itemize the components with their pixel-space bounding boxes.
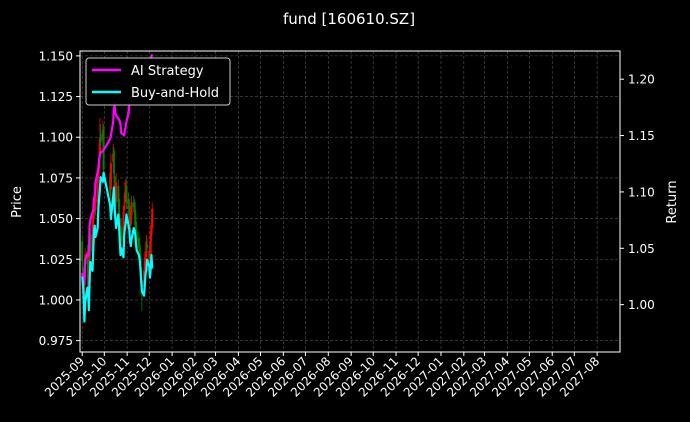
y-right-tick-label: 1.10	[628, 185, 655, 199]
candle-body	[134, 221, 137, 235]
legend: AI Strategy Buy-and-Hold	[85, 57, 231, 106]
candle-body	[145, 241, 148, 258]
candle-body	[120, 226, 123, 242]
candle-body	[113, 176, 116, 187]
candle-body	[122, 212, 125, 239]
candle-body	[143, 257, 146, 274]
candle-body	[89, 234, 92, 252]
candle-body	[115, 182, 118, 203]
candle-body	[149, 231, 152, 255]
y-left-tick-label: 1.025	[39, 253, 73, 267]
chart-title: fund [160610.SZ]	[283, 10, 415, 28]
y-left-tick-label: 1.000	[39, 293, 73, 307]
y-axis-right: 1.00 1.05 1.10 1.15 1.20	[620, 73, 655, 312]
candle-body	[132, 202, 135, 208]
y-left-tick-label: 0.975	[39, 334, 73, 348]
candle-body	[128, 205, 131, 222]
candle-body	[81, 241, 84, 261]
y-left-tick-label: 1.100	[39, 131, 73, 145]
candle-body	[133, 205, 136, 213]
buy-and-hold-line	[81, 171, 154, 323]
candle-body	[99, 133, 102, 143]
candle-body	[125, 186, 128, 203]
candle-body	[112, 150, 115, 174]
candle-body	[151, 208, 154, 229]
candle-body	[94, 199, 97, 211]
candle-body	[146, 244, 149, 248]
plot-frame	[79, 50, 621, 353]
candle-body	[135, 231, 138, 242]
candle-body	[123, 205, 126, 211]
y-left-tick-label: 1.150	[39, 49, 73, 63]
y-right-tick-label: 1.05	[628, 242, 655, 256]
legend-label-buy-and-hold: Buy-and-Hold	[131, 86, 219, 101]
candle-body	[91, 225, 94, 255]
y-right-tick-label: 1.00	[628, 298, 655, 312]
y-right-tick-label: 1.15	[628, 129, 655, 143]
candle-body	[130, 202, 133, 216]
candle-body	[137, 238, 140, 248]
y-axis-left: 0.975 1.000 1.025 1.050 1.075 1.100 1.125 1.150	[39, 49, 80, 348]
candle-body	[150, 225, 153, 235]
candle-body	[117, 186, 120, 203]
candle-body	[143, 270, 146, 287]
candle-body	[109, 163, 112, 190]
y-left-tick-label: 1.125	[39, 90, 73, 104]
candle-body	[144, 260, 147, 262]
candle-body	[123, 192, 126, 203]
candle-body	[134, 210, 137, 226]
legend-label-ai-strategy: AI Strategy	[131, 64, 204, 79]
y-left-tick-label: 1.050	[39, 212, 73, 226]
candle-body	[97, 169, 100, 178]
candle-body	[98, 137, 101, 154]
candle-body	[92, 208, 95, 227]
candle-body	[129, 212, 132, 226]
candle-body	[96, 179, 99, 203]
candle-body	[138, 244, 141, 258]
candle-body	[118, 199, 121, 222]
y-right-tick-label: 1.20	[628, 73, 655, 87]
candle-body	[86, 251, 89, 265]
legend-box	[85, 57, 231, 106]
y-left-tick-label: 1.075	[39, 171, 73, 185]
candle-body	[127, 199, 130, 209]
y-axis-left-label: Price	[10, 186, 25, 218]
candle-body	[148, 251, 151, 265]
y-axis-right-label: Return	[665, 180, 680, 223]
